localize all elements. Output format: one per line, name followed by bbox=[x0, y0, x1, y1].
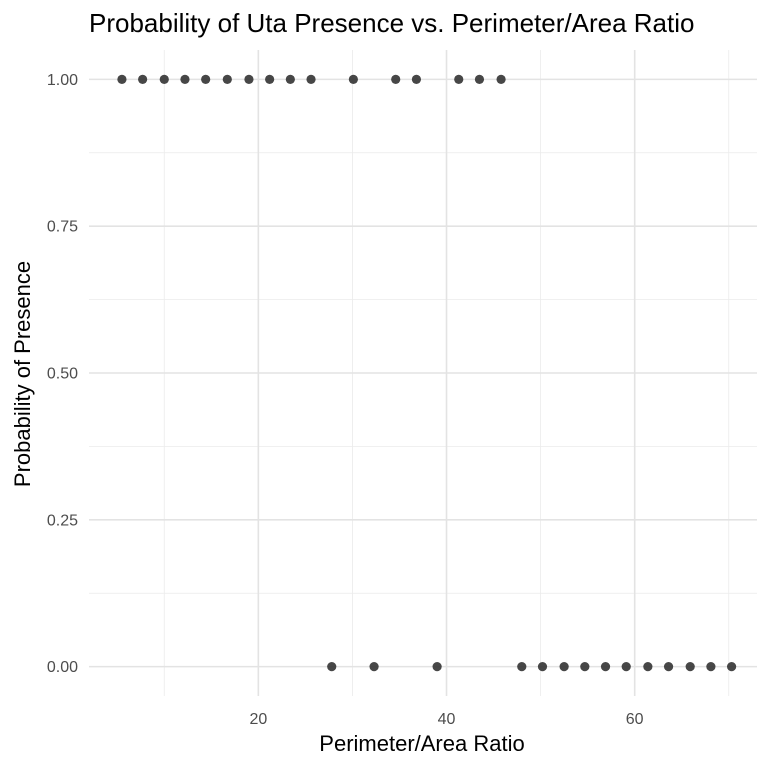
y-tick-label: 0.25 bbox=[47, 512, 78, 529]
data-point bbox=[685, 662, 695, 672]
grid-layer bbox=[89, 50, 757, 696]
data-point bbox=[559, 662, 569, 672]
data-point bbox=[306, 74, 316, 84]
data-point bbox=[369, 662, 379, 672]
data-point bbox=[706, 662, 716, 672]
x-axis-title: Perimeter/Area Ratio bbox=[319, 731, 524, 756]
data-point bbox=[454, 74, 464, 84]
data-point bbox=[180, 74, 190, 84]
data-point bbox=[643, 662, 653, 672]
data-point bbox=[138, 74, 148, 84]
data-point bbox=[117, 74, 127, 84]
data-point bbox=[580, 662, 590, 672]
data-point bbox=[496, 74, 506, 84]
data-point bbox=[222, 74, 232, 84]
data-point bbox=[159, 74, 169, 84]
y-tick-label: 0.00 bbox=[47, 659, 78, 676]
data-point bbox=[537, 662, 548, 672]
y-tick-label: 0.75 bbox=[47, 219, 78, 236]
data-point bbox=[265, 74, 275, 84]
data-point bbox=[726, 662, 737, 672]
y-axis-title: Probability of Presence bbox=[10, 261, 35, 487]
y-tick-label: 0.50 bbox=[47, 366, 78, 383]
data-point bbox=[517, 662, 527, 672]
x-tick-label: 20 bbox=[249, 711, 267, 728]
data-point bbox=[348, 74, 358, 84]
data-point bbox=[411, 74, 422, 84]
data-point bbox=[327, 662, 337, 672]
ticks-layer: 20 40 60 0.00 0.25 0.50 0.75 1.00 bbox=[47, 72, 644, 728]
x-tick-label: 60 bbox=[626, 711, 644, 728]
data-point bbox=[474, 74, 485, 84]
data-point bbox=[244, 74, 254, 84]
points-layer bbox=[117, 74, 737, 672]
data-point bbox=[391, 74, 401, 84]
data-point bbox=[285, 74, 295, 84]
data-point bbox=[600, 662, 611, 672]
data-point bbox=[432, 662, 442, 672]
y-tick-label: 1.00 bbox=[47, 72, 78, 89]
chart-title: Probability of Uta Presence vs. Perimete… bbox=[89, 8, 694, 38]
x-tick-label: 40 bbox=[438, 711, 456, 728]
data-point bbox=[201, 74, 211, 84]
data-point bbox=[663, 662, 674, 672]
data-point bbox=[621, 662, 631, 672]
